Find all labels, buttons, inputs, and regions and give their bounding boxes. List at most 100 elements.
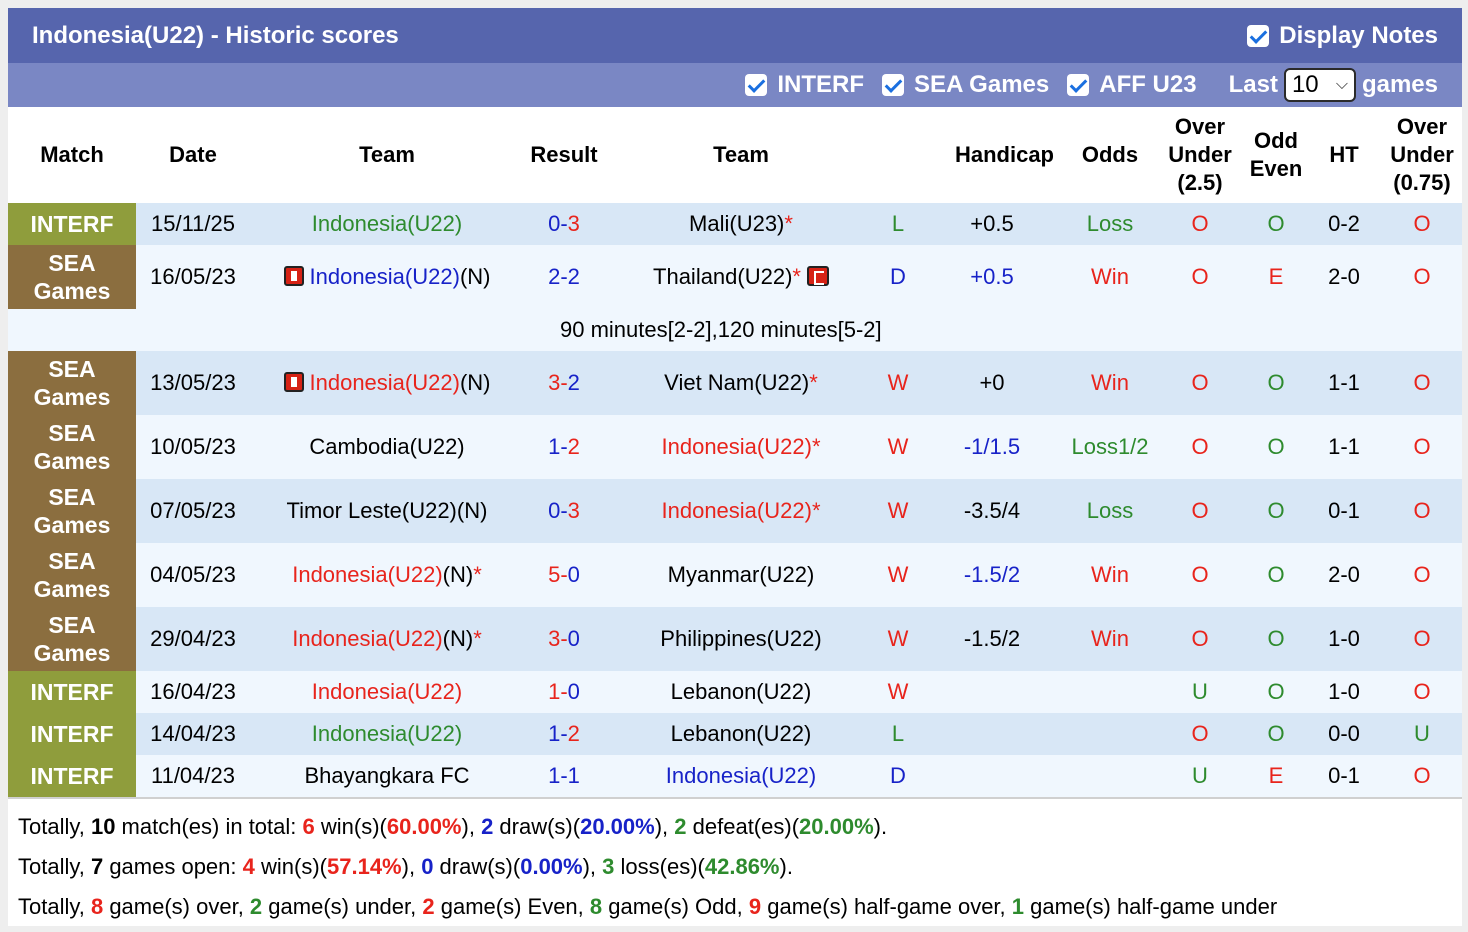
display-notes-checkbox[interactable]: [1247, 24, 1270, 47]
filter-sea-games[interactable]: SEA Games: [882, 71, 1049, 99]
match-date: 14/04/23: [150, 721, 236, 746]
odds-result: [1066, 755, 1154, 797]
match-type[interactable]: INTERF: [8, 671, 136, 713]
match-result[interactable]: 0-3: [548, 498, 580, 523]
odd-even: E: [1268, 264, 1284, 289]
half-time: 2-0: [1328, 562, 1360, 587]
away-team[interactable]: Indonesia(U22): [665, 763, 817, 788]
col-over-under-075: Over Under (0.75): [1390, 114, 1454, 195]
half-time: 0-2: [1328, 211, 1360, 236]
over-under-075: U: [1414, 721, 1430, 746]
chevron-down-icon: ⌵: [1335, 76, 1348, 93]
match-type[interactable]: SEA Games: [8, 543, 136, 607]
filter-aff-u23-checkbox[interactable]: [1067, 74, 1090, 96]
over-under: O: [1191, 434, 1209, 459]
table-row: SEA Games 04/05/23 Indonesia(U22)(N)* 5-0 Mya…: [8, 543, 1462, 607]
match-type[interactable]: SEA Games: [8, 351, 136, 415]
match-result[interactable]: 1-0: [548, 679, 580, 704]
odd-even: O: [1267, 626, 1285, 651]
filter-interf-label: INTERF: [777, 71, 865, 98]
match-result[interactable]: 3-2: [548, 370, 580, 395]
match-result[interactable]: 0-3: [548, 211, 580, 236]
display-notes-label: Display Notes: [1279, 21, 1438, 49]
over-under-075: O: [1413, 679, 1431, 704]
scores-table: Match Date Team Result Team Handicap Odd…: [8, 107, 1462, 797]
col-ht: HT: [1329, 142, 1359, 167]
red-card-icon: [283, 372, 304, 392]
home-team[interactable]: Timor Leste(U22)(N): [286, 498, 488, 523]
match-type[interactable]: SEA Games: [8, 245, 136, 309]
home-team[interactable]: Indonesia(U22): [311, 721, 463, 746]
half-time: 0-1: [1328, 498, 1360, 523]
filter-interf-checkbox[interactable]: [745, 74, 768, 96]
match-result[interactable]: 1-1: [548, 763, 580, 788]
odd-even: O: [1267, 211, 1285, 236]
col-handicap: Handicap: [954, 142, 1054, 167]
match-type[interactable]: SEA Games: [8, 607, 136, 671]
away-team[interactable]: Myanmar(U22): [667, 562, 815, 587]
match-type[interactable]: INTERF: [8, 713, 136, 755]
win-loss: D: [890, 763, 906, 788]
match-result[interactable]: 5-0: [548, 562, 580, 587]
filter-sea-games-label: SEA Games: [914, 71, 1050, 98]
match-result[interactable]: 1-2: [548, 434, 580, 459]
odd-even: E: [1268, 763, 1284, 788]
match-date: 16/04/23: [150, 679, 236, 704]
summary: Totally, 10 match(es) in total: 6 win(s)…: [8, 797, 1462, 927]
home-team[interactable]: Indonesia(U22): [311, 679, 463, 704]
filter-sea-games-checkbox[interactable]: [882, 74, 905, 96]
win-loss: W: [887, 562, 909, 587]
away-team[interactable]: Mali(U23)*: [689, 211, 793, 236]
away-team[interactable]: Indonesia(U22)*: [661, 434, 821, 459]
col-odd-even: Odd Even: [1249, 128, 1303, 181]
filter-aff-u23-label: AFF U23: [1099, 71, 1197, 98]
over-under-075: O: [1413, 498, 1431, 523]
filter-aff-u23[interactable]: AFF U23: [1067, 71, 1197, 99]
half-time: 1-0: [1328, 626, 1360, 651]
home-team[interactable]: Bhayangkara FC: [304, 763, 470, 788]
filter-interf[interactable]: INTERF: [745, 71, 864, 99]
home-team[interactable]: Indonesia(U22)(N)*: [292, 562, 482, 587]
handicap: -1.5/2: [963, 562, 1021, 587]
home-team[interactable]: Indonesia(U22)(N): [250, 245, 524, 309]
col-over-under: Over Under (2.5): [1168, 114, 1232, 195]
over-under: O: [1191, 721, 1209, 746]
match-type[interactable]: SEA Games: [8, 415, 136, 479]
odds-result: Win: [1091, 562, 1129, 587]
historic-scores-panel: Indonesia(U22) - Historic scores Display…: [8, 8, 1462, 926]
match-type[interactable]: INTERF: [8, 755, 136, 797]
away-team[interactable]: Viet Nam(U22)*: [664, 370, 818, 395]
last-games-value: 10: [1291, 71, 1319, 98]
match-date: 15/11/25: [150, 211, 235, 236]
match-date: 10/05/23: [150, 434, 236, 459]
home-team[interactable]: Cambodia(U22): [309, 434, 465, 459]
over-under: O: [1191, 264, 1209, 289]
away-team[interactable]: Lebanon(U22): [670, 721, 812, 746]
match-type[interactable]: SEA Games: [8, 479, 136, 543]
half-time: 1-0: [1328, 679, 1360, 704]
over-under: O: [1191, 562, 1209, 587]
over-under: U: [1192, 679, 1208, 704]
odd-even: O: [1267, 370, 1285, 395]
handicap: -3.5/4: [963, 498, 1021, 523]
table-row: INTERF 16/04/23 Indonesia(U22) 1-0 Lebanon(U…: [8, 671, 1462, 713]
match-result[interactable]: 2-2: [548, 264, 580, 289]
summary-line-over-under: Totally, 8 game(s) over, 2 game(s) under…: [18, 894, 1278, 919]
home-team[interactable]: Indonesia(U22): [311, 211, 463, 236]
home-team[interactable]: Indonesia(U22)(N): [250, 351, 524, 415]
last-games-select[interactable]: 10 ⌵: [1283, 68, 1356, 102]
away-team[interactable]: Thailand(U22)*: [604, 245, 878, 309]
away-team[interactable]: Indonesia(U22)*: [661, 498, 821, 523]
col-match: Match: [40, 142, 104, 167]
odds-result: Loss1/2: [1071, 434, 1149, 459]
match-result[interactable]: 1-2: [548, 721, 580, 746]
match-type[interactable]: INTERF: [8, 203, 136, 245]
away-team[interactable]: Lebanon(U22): [670, 679, 812, 704]
away-team[interactable]: Philippines(U22): [660, 626, 822, 651]
odds-result: [1066, 713, 1154, 755]
table-row: SEA Games 13/05/23 Indonesia(U22)(N) 3-2 Viet…: [8, 351, 1462, 415]
match-result[interactable]: 3-0: [548, 626, 580, 651]
home-team[interactable]: Indonesia(U22)(N)*: [292, 626, 482, 651]
display-notes-toggle[interactable]: Display Notes: [1247, 22, 1438, 50]
over-under-075: O: [1413, 370, 1431, 395]
